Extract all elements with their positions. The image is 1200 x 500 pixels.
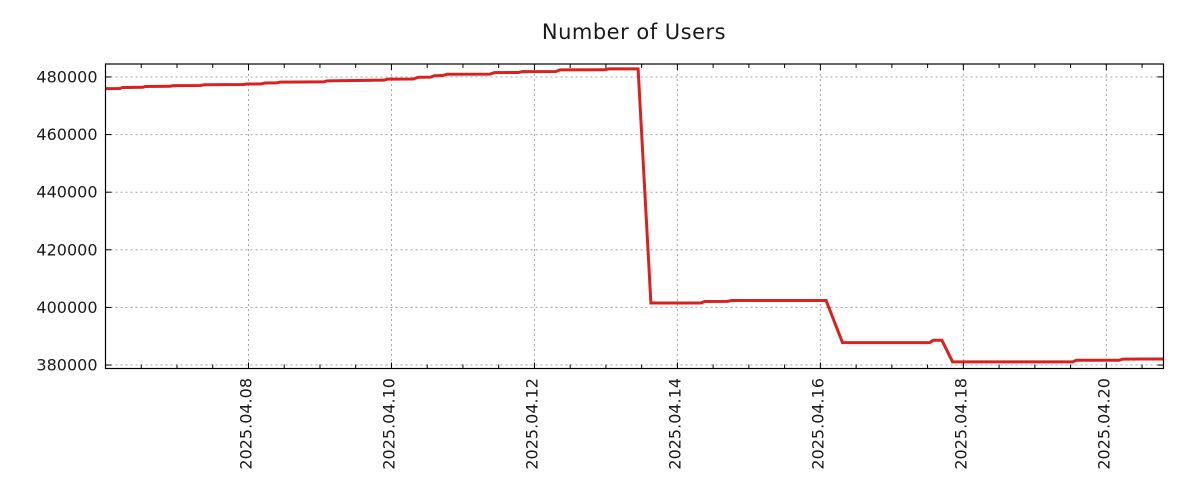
- x-tick-label: 2025.04.18: [951, 378, 970, 470]
- x-tick-label: 2025.04.12: [522, 378, 541, 470]
- x-tick-label: 2025.04.20: [1094, 378, 1113, 470]
- y-tick-label: 420000: [36, 240, 97, 259]
- data-series-line: [105, 67, 1164, 364]
- y-tick-label: 380000: [36, 356, 97, 375]
- x-tick-label: 2025.04.10: [379, 378, 398, 470]
- chart-title: Number of Users: [542, 20, 726, 44]
- x-tick-label: 2025.04.16: [808, 378, 827, 470]
- y-tick-label: 400000: [36, 298, 97, 317]
- x-tick-label: 2025.04.14: [665, 378, 684, 470]
- y-tick-label: 440000: [36, 183, 97, 202]
- x-tick-label: 2025.04.08: [236, 378, 255, 470]
- plot-border: [104, 63, 1165, 370]
- x-axis-labels: 2025.04.08 2025.04.10 2025.04.12 2025.04.14…: [236, 378, 1113, 470]
- axis-tick-marks: [105, 64, 1164, 369]
- y-tick-label: 480000: [36, 67, 97, 86]
- y-axis-labels: 380000 400000 420000 440000 460000 480000: [36, 67, 97, 374]
- y-tick-label: 460000: [36, 125, 97, 144]
- gridlines: [105, 64, 1164, 369]
- users-line: [105, 67, 1164, 364]
